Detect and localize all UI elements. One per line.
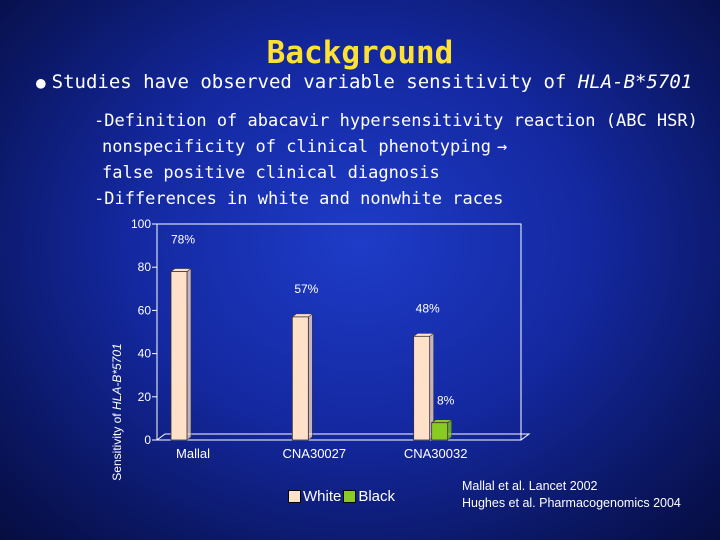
sub-point-nonspecificity: nonspecificity of clinical phenotyping →	[102, 134, 507, 160]
y-tick-label: 100	[131, 217, 151, 231]
legend-label-black: Black	[358, 488, 396, 505]
bar-black-2	[431, 422, 449, 441]
sub-point-false-positive: false positive clinical diagnosis	[102, 163, 440, 183]
data-label: 48%	[416, 301, 440, 315]
references: Mallal et al. Lancet 2002 Hughes et al. …	[462, 478, 681, 512]
y-tick-label: 20	[138, 390, 152, 404]
bar-top	[291, 313, 314, 318]
plot-floor	[155, 433, 531, 441]
reference-mallal: Mallal et al. Lancet 2002	[462, 479, 598, 493]
legend-label-white: White	[303, 488, 342, 505]
bar-top	[170, 268, 192, 272]
bar-white-1	[291, 316, 309, 441]
bar-top	[430, 419, 453, 424]
sub-point-races: -Differences in white and nonwhite races	[94, 189, 504, 209]
slide-title: Background	[266, 35, 454, 71]
sub-point-nonspecificity-text: nonspecificity of clinical phenotyping	[102, 137, 491, 157]
bullet-point: ● Studies have observed variable sensitiv…	[36, 70, 692, 95]
y-axis-label: Sensitivity of HLA-B*5701	[110, 343, 124, 480]
plot-area	[156, 223, 522, 441]
data-label: 8%	[437, 394, 455, 408]
bar-white-2	[413, 335, 431, 441]
legend-swatch-white	[288, 490, 301, 503]
y-axis-label-gene: HLA-B*5701	[110, 343, 124, 410]
y-tick-label: 0	[144, 433, 151, 447]
bullet-text: Studies have observed variable sensitivi…	[51, 71, 578, 93]
data-label: 78%	[171, 233, 195, 247]
bullet-gene: HLA-B*5701	[577, 71, 693, 93]
x-category-label: Mallal	[176, 446, 210, 461]
y-tick-label: 80	[138, 260, 152, 274]
y-tick-label: 40	[138, 347, 152, 361]
bar-side	[447, 419, 452, 441]
bar-top	[412, 333, 435, 337]
x-category-label: CNA30032	[404, 446, 468, 461]
right-arrow-icon: →	[496, 137, 508, 157]
sub-point-definition: -Definition of abacavir hypersensitivity…	[94, 111, 698, 131]
bullet-icon: ●	[36, 73, 46, 92]
legend-swatch-black	[343, 490, 357, 503]
bar-white-0	[170, 271, 188, 441]
data-label: 57%	[294, 282, 318, 296]
x-category-label: CNA30027	[283, 446, 347, 461]
y-tick-label: 60	[138, 303, 152, 317]
chart-legend: White Black	[288, 488, 395, 505]
reference-hughes: Hughes et al. Pharmacogenomics 2004	[462, 496, 681, 510]
bar-side	[186, 267, 192, 441]
y-axis-label-prefix: Sensitivity of	[110, 410, 124, 481]
bar-side	[308, 313, 313, 441]
